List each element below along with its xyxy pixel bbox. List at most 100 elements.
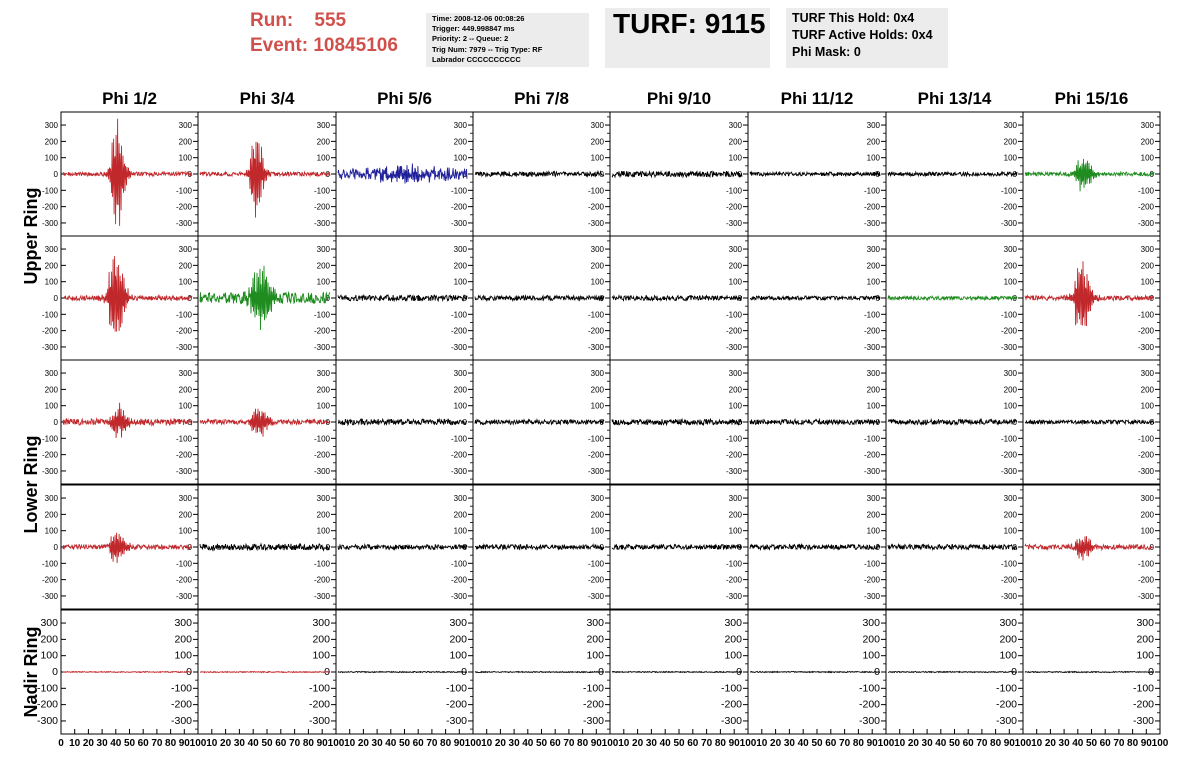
y-tick-label: 100 — [1141, 527, 1155, 536]
waveform-trace — [62, 118, 193, 226]
x-tick-label: 80 — [853, 738, 865, 749]
x-tick-label: 70 — [426, 738, 438, 749]
y-tick-label: 200 — [862, 633, 880, 645]
waveform-trace — [887, 294, 1018, 302]
info-trig-num: Trig Num: 7979 -- Trig Type: RF — [432, 44, 543, 54]
y-tick-label: 100 — [999, 650, 1017, 662]
y-tick-label: 300 — [729, 494, 743, 503]
y-tick-label: 300 — [867, 494, 881, 503]
y-tick-label-left: -200 — [42, 451, 59, 460]
row-label: Nadir Ring — [21, 626, 41, 717]
info-labrador: Labrador CCCCCCCCCC — [432, 54, 521, 64]
y-tick-label: 100 — [179, 154, 193, 163]
y-tick-label: 300 — [174, 617, 192, 629]
y-tick-label: 200 — [454, 137, 468, 146]
y-tick-label: -300 — [446, 715, 467, 727]
y-tick-label-left: 0 — [54, 294, 59, 303]
y-tick-label: -300 — [171, 715, 192, 727]
y-tick-label: 300 — [179, 121, 193, 130]
x-tick-label: 40 — [248, 738, 260, 749]
y-tick-label: -100 — [314, 559, 331, 568]
y-tick-label: -200 — [1001, 327, 1018, 336]
y-tick-label: -100 — [171, 682, 192, 694]
y-tick-label: 0 — [876, 543, 881, 552]
y-tick-label-left: -200 — [37, 699, 58, 711]
y-tick-label: 200 — [179, 137, 193, 146]
y-tick-label: 100 — [591, 527, 605, 536]
y-tick-label: -300 — [309, 715, 330, 727]
x-tick-label: 20 — [83, 738, 95, 749]
x-tick-label: 80 — [440, 738, 452, 749]
y-tick-label: -300 — [1001, 592, 1018, 601]
y-tick-label: 200 — [1141, 385, 1155, 394]
waveform-trace — [749, 417, 881, 426]
x-tick-label: 100 — [328, 738, 345, 749]
waveform-trace — [887, 542, 1018, 551]
y-tick-label: -100 — [726, 434, 743, 443]
y-tick-label: 0 — [188, 294, 193, 303]
y-tick-label: 100 — [729, 154, 743, 163]
y-tick-label: 300 — [867, 245, 881, 254]
y-tick-label-left: 0 — [52, 666, 58, 678]
y-tick-label-left: -100 — [42, 310, 59, 319]
y-tick-label: -300 — [588, 592, 605, 601]
y-tick-label: -200 — [176, 203, 193, 212]
y-tick-label: -100 — [864, 310, 881, 319]
y-tick-label-left: 0 — [54, 170, 59, 179]
waveform-trace — [199, 408, 331, 437]
run-event-box: Run: 555 Event: 10845106 — [250, 8, 422, 66]
y-tick-label: -200 — [451, 451, 468, 460]
y-tick-label: 100 — [449, 650, 467, 662]
y-tick-label: 300 — [317, 245, 331, 254]
x-tick-label: 50 — [536, 738, 548, 749]
y-tick-label: -300 — [451, 343, 468, 352]
y-tick-label: -100 — [451, 559, 468, 568]
y-tick-label: -100 — [1133, 682, 1154, 694]
y-tick-label: -100 — [314, 434, 331, 443]
y-tick-label: -200 — [1001, 203, 1018, 212]
y-tick-label-left: -200 — [42, 576, 59, 585]
x-tick-label: 30 — [922, 738, 934, 749]
y-tick-label: -300 — [1001, 343, 1018, 352]
y-tick-label: 0 — [738, 418, 743, 427]
y-tick-label: -300 — [176, 467, 193, 476]
y-tick-label: -200 — [726, 451, 743, 460]
x-tick-label: 70 — [839, 738, 851, 749]
y-tick-label: -200 — [451, 576, 468, 585]
waveform-trace — [199, 670, 331, 674]
y-tick-label-left: 200 — [45, 385, 59, 394]
y-tick-label: -100 — [176, 186, 193, 195]
waveform-trace — [887, 670, 1018, 674]
y-tick-label: 200 — [591, 510, 605, 519]
y-tick-label: 300 — [179, 245, 193, 254]
x-tick-label: 30 — [1059, 738, 1071, 749]
y-tick-label: -300 — [1001, 219, 1018, 228]
waveform-trace — [750, 670, 881, 674]
y-tick-label: -200 — [1138, 327, 1155, 336]
y-tick-label: 300 — [179, 494, 193, 503]
y-tick-label: 200 — [449, 633, 467, 645]
y-tick-label: -100 — [726, 559, 743, 568]
y-tick-label: -200 — [314, 576, 331, 585]
y-tick-label: 300 — [1141, 369, 1155, 378]
y-tick-label: 300 — [586, 617, 604, 629]
waveform-trace — [62, 532, 193, 564]
y-tick-label: 200 — [729, 137, 743, 146]
y-tick-label: -200 — [726, 576, 743, 585]
y-tick-label: -200 — [1133, 699, 1154, 711]
y-tick-label-left: 300 — [45, 369, 59, 378]
y-tick-label: 200 — [312, 633, 330, 645]
x-tick-label: 50 — [673, 738, 685, 749]
x-tick-label: 90 — [179, 738, 191, 749]
y-tick-label: 300 — [449, 617, 467, 629]
y-tick-label: -200 — [583, 699, 604, 711]
y-tick-label: -300 — [588, 343, 605, 352]
x-tick-label: 70 — [976, 738, 988, 749]
y-tick-label-left: 200 — [45, 137, 59, 146]
y-tick-label: 200 — [317, 137, 331, 146]
x-tick-label: 100 — [465, 738, 482, 749]
column-header: Phi 3/4 — [240, 89, 295, 108]
y-tick-label: -200 — [588, 576, 605, 585]
y-tick-label: -100 — [1001, 310, 1018, 319]
y-tick-label: -100 — [583, 682, 604, 694]
